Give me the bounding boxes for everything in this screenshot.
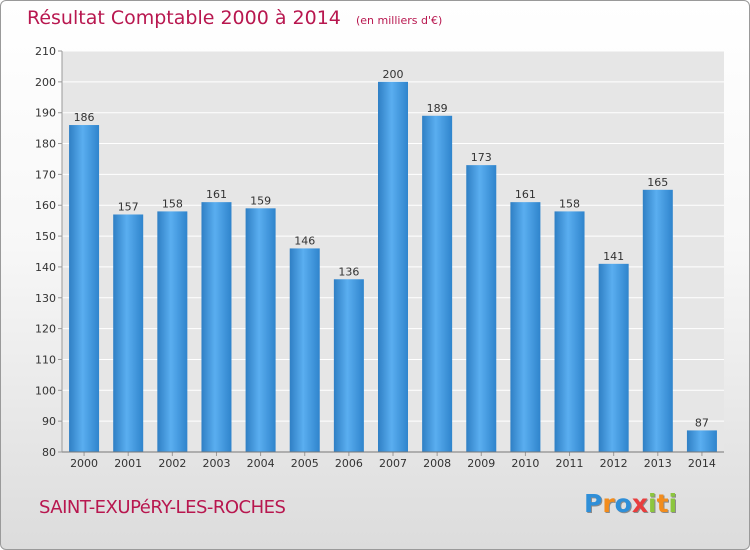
- x-tick-label-2004: 2004: [247, 457, 275, 470]
- bar-2004: [245, 208, 276, 452]
- data-label-2004: 159: [250, 194, 271, 207]
- x-tick-label-2000: 2000: [70, 457, 98, 470]
- y-tick-label: 170: [35, 168, 56, 181]
- x-tick-label-2014: 2014: [688, 457, 716, 470]
- bar-2000: [69, 125, 100, 453]
- logo-letter: o: [614, 489, 632, 518]
- x-tick-label-2010: 2010: [511, 457, 539, 470]
- bar-2012: [598, 263, 629, 452]
- bar-2011: [554, 211, 585, 452]
- bar-2006: [333, 279, 364, 452]
- logo-letter: i: [668, 489, 678, 518]
- bar-2014: [686, 430, 717, 452]
- y-tick-label: 160: [35, 199, 56, 212]
- x-tick-label-2005: 2005: [291, 457, 319, 470]
- chart-subtitle: (en milliers d'€): [355, 14, 443, 27]
- y-tick-label: 80: [42, 446, 56, 459]
- y-tick-label: 110: [35, 353, 56, 366]
- x-tick-label-2007: 2007: [379, 457, 407, 470]
- bars: [69, 81, 717, 453]
- title-block: Résultat Comptable 2000 à 2014 (en milli…: [27, 7, 442, 29]
- y-tick-label: 100: [35, 384, 56, 397]
- bar-2001: [113, 214, 144, 452]
- y-tick-label: 190: [35, 107, 56, 120]
- bar-2002: [157, 211, 188, 452]
- x-tick-label-2006: 2006: [335, 457, 363, 470]
- y-tick-label: 120: [35, 323, 56, 336]
- chart-title: Résultat Comptable 2000 à 2014: [27, 7, 341, 29]
- bar-2005: [289, 248, 320, 452]
- data-labels: 186 157 158 161 159 146 136 200 189 173 161 158 141 1…: [74, 68, 709, 430]
- data-label-2000: 186: [74, 111, 95, 124]
- logo-letter: i: [648, 489, 657, 518]
- logo-letter: x: [631, 489, 648, 518]
- y-tick-label: 140: [35, 261, 56, 274]
- proxiti-logo: Proxiti: [584, 489, 677, 518]
- data-label-2010: 161: [515, 188, 536, 201]
- data-label-2008: 189: [427, 102, 448, 115]
- data-label-2007: 200: [383, 68, 404, 81]
- bar-2013: [642, 189, 673, 453]
- x-tick-label-2012: 2012: [600, 457, 628, 470]
- y-tick-label: 210: [35, 45, 56, 58]
- y-tick-label: 200: [35, 76, 56, 89]
- data-label-2005: 146: [294, 234, 315, 247]
- x-tick-label-2009: 2009: [467, 457, 495, 470]
- commune-name: SAINT-EXUPéRY-LES-ROCHES: [39, 497, 286, 518]
- data-label-2011: 158: [559, 197, 580, 210]
- data-label-2006: 136: [338, 265, 359, 278]
- x-tick-label-2003: 2003: [202, 457, 230, 470]
- data-label-2003: 161: [206, 188, 227, 201]
- bar-2007: [378, 81, 408, 452]
- bar-2008: [422, 115, 453, 453]
- x-tick-label-2002: 2002: [158, 457, 186, 470]
- y-tick-label: 90: [42, 415, 56, 428]
- y-tick-label: 130: [35, 292, 56, 305]
- x-tick-labels: 2000 2001 2002 2003 2004 2005 2006 2007 2008 2009…: [70, 452, 716, 470]
- data-label-2013: 165: [647, 176, 668, 189]
- logo-letter: t: [656, 489, 669, 518]
- y-tick-labels: 80 90 100 110 120 130 140 150 160 170 180 190 200 210: [35, 45, 62, 459]
- data-label-2014: 87: [695, 416, 709, 429]
- data-label-2012: 141: [603, 250, 624, 263]
- data-label-2001: 157: [118, 200, 139, 213]
- bar-2009: [466, 165, 497, 452]
- x-tick-label-2008: 2008: [423, 457, 451, 470]
- y-tick-label: 150: [35, 230, 56, 243]
- bar-2003: [201, 202, 232, 452]
- data-label-2009: 173: [471, 151, 492, 164]
- x-tick-label-2013: 2013: [644, 457, 672, 470]
- x-tick-label-2011: 2011: [556, 457, 584, 470]
- x-tick-label-2001: 2001: [114, 457, 142, 470]
- data-label-2002: 158: [162, 197, 183, 210]
- logo-letter: r: [602, 489, 615, 518]
- logo-letter: P: [584, 489, 603, 518]
- y-tick-label: 180: [35, 138, 56, 151]
- bar-2010: [510, 202, 541, 452]
